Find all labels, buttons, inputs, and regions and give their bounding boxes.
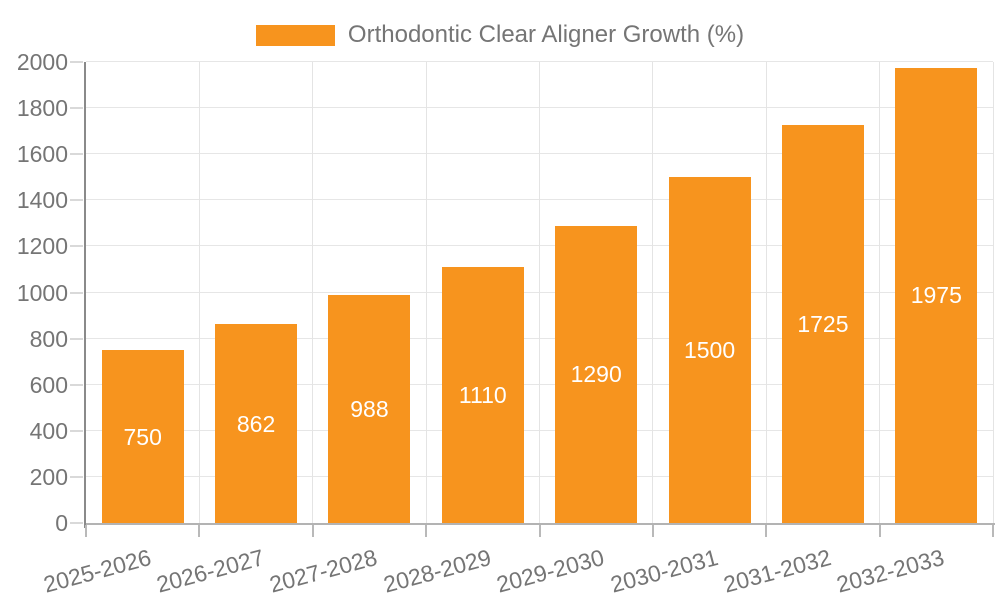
x-tick-label: 2030-2031 <box>607 544 721 598</box>
y-tick-label: 1600 <box>16 141 68 168</box>
bar[interactable] <box>668 177 751 523</box>
x-axis-tick <box>878 525 881 537</box>
bar[interactable] <box>101 350 184 523</box>
y-tick-label: 0 <box>55 510 68 536</box>
x-tick-label: 2032-2033 <box>834 544 948 598</box>
x-tick-label: 2031-2032 <box>720 544 834 598</box>
y-tick-label: 600 <box>29 371 68 398</box>
x-tick-label: 2028-2029 <box>380 544 494 598</box>
y-axis-tick <box>70 245 83 248</box>
gridline-v <box>312 62 314 523</box>
bar[interactable] <box>441 267 524 523</box>
plot-area <box>86 61 994 523</box>
bar[interactable] <box>895 67 978 523</box>
x-tick-label: 2025-2026 <box>40 544 154 598</box>
chart-legend[interactable]: Orthodontic Clear Aligner Growth (%) <box>0 20 1000 50</box>
gridline-v <box>765 62 767 523</box>
y-axis-line <box>84 62 86 528</box>
x-axis-tick <box>992 525 994 537</box>
x-axis-tick <box>198 525 201 537</box>
y-axis-tick <box>70 337 83 340</box>
x-axis-tick <box>425 525 428 537</box>
y-axis-tick <box>70 383 83 386</box>
gridline-v <box>425 62 427 523</box>
y-tick-label: 1000 <box>16 279 68 306</box>
y-tick-label: 800 <box>29 325 68 352</box>
y-axis-tick <box>70 61 83 63</box>
x-axis-tick <box>85 525 87 537</box>
legend-label: Orthodontic Clear Aligner Growth (%) <box>347 21 745 48</box>
y-axis-tick <box>70 475 83 478</box>
y-tick-label: 1800 <box>16 95 68 122</box>
x-axis-tick <box>311 525 314 537</box>
gridline-v <box>539 62 540 523</box>
gridline-v <box>992 62 994 523</box>
x-axis-tick <box>651 525 654 537</box>
x-axis-tick <box>765 525 768 537</box>
gridline-h <box>86 61 993 62</box>
y-axis-tick <box>70 153 83 156</box>
bar[interactable] <box>328 295 411 523</box>
gridline-v <box>652 62 654 523</box>
y-tick-label: 2000 <box>16 49 68 75</box>
bar[interactable] <box>215 324 298 523</box>
y-tick-label: 1200 <box>16 233 68 260</box>
x-tick-label: 2026-2027 <box>153 544 267 598</box>
x-tick-label: 2027-2028 <box>267 544 381 598</box>
x-tick-label: 2029-2030 <box>493 544 607 598</box>
y-axis-tick <box>70 291 83 294</box>
bar[interactable] <box>555 225 638 523</box>
gridline-v <box>198 62 200 523</box>
y-axis-tick <box>70 522 83 524</box>
y-tick-label: 400 <box>29 417 68 444</box>
y-tick-label: 1400 <box>16 187 68 214</box>
x-axis-line <box>86 523 995 525</box>
x-axis-tick <box>538 525 541 537</box>
y-axis-tick <box>70 429 83 432</box>
bar[interactable] <box>781 125 864 523</box>
gridline-v <box>879 62 881 523</box>
legend-swatch <box>255 24 335 46</box>
y-axis-tick <box>70 199 83 202</box>
y-tick-label: 200 <box>29 463 68 490</box>
y-axis-tick <box>70 107 83 110</box>
